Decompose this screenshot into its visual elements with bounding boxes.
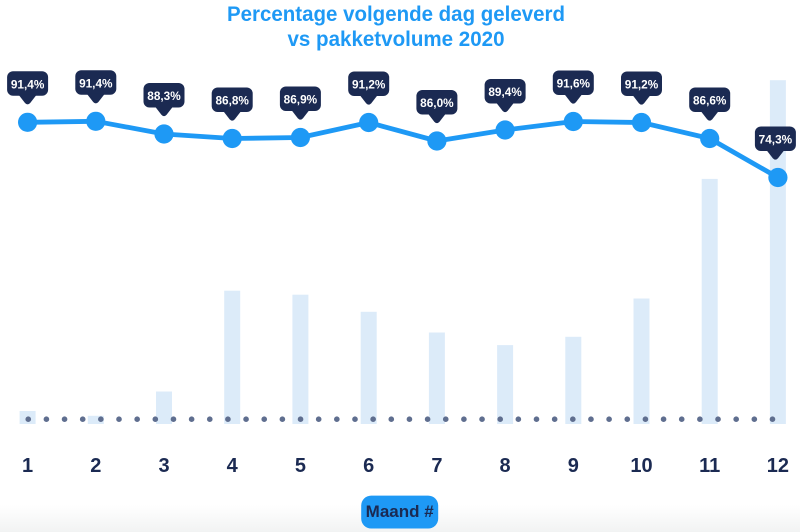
svg-text:91,2%: 91,2% (625, 78, 659, 92)
svg-text:86,6%: 86,6% (693, 94, 727, 108)
svg-text:12: 12 (767, 455, 789, 477)
svg-text:88,3%: 88,3% (147, 89, 181, 103)
svg-text:1: 1 (22, 455, 33, 477)
svg-text:9: 9 (568, 455, 579, 477)
svg-text:5: 5 (295, 455, 306, 477)
svg-text:8: 8 (500, 455, 511, 477)
svg-text:vs pakketvolume 2020: vs pakketvolume 2020 (288, 28, 505, 51)
svg-text:6: 6 (363, 455, 374, 477)
svg-text:Maand #: Maand # (366, 502, 435, 521)
svg-text:91,4%: 91,4% (79, 76, 113, 90)
svg-text:86,0%: 86,0% (420, 96, 454, 110)
svg-text:89,4%: 89,4% (488, 85, 522, 99)
svg-text:91,6%: 91,6% (557, 77, 591, 91)
svg-text:7: 7 (431, 455, 442, 477)
svg-text:91,4%: 91,4% (11, 77, 45, 91)
svg-text:86,9%: 86,9% (284, 93, 318, 107)
svg-text:74,3%: 74,3% (759, 133, 793, 147)
svg-text:10: 10 (630, 455, 652, 477)
svg-text:91,2%: 91,2% (352, 78, 386, 92)
svg-text:3: 3 (158, 455, 169, 477)
svg-text:4: 4 (227, 455, 239, 477)
svg-text:Percentage volgende dag geleve: Percentage volgende dag geleverd (227, 3, 565, 26)
svg-text:2: 2 (90, 455, 101, 477)
svg-text:11: 11 (699, 455, 720, 477)
svg-text:86,8%: 86,8% (215, 94, 249, 108)
